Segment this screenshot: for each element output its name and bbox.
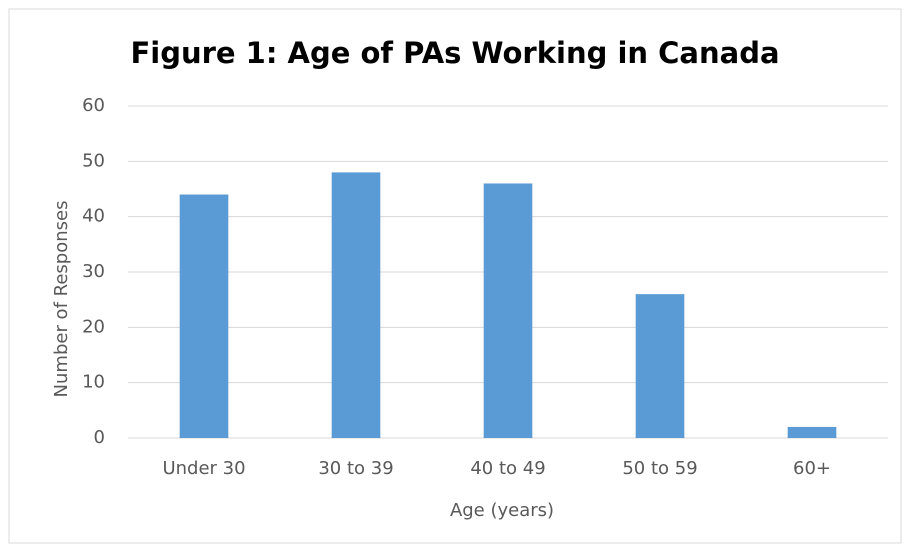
bar [635,294,685,438]
y-tick-label: 50 [82,150,105,171]
chart-title: Figure 1: Age of PAs Working in Canada [130,36,779,70]
x-tick-label: 40 to 49 [470,458,545,479]
x-axis-label: Age (years) [450,500,554,521]
x-tick-label: 60+ [793,458,831,479]
bar [483,183,533,438]
y-axis-label: Number of Responses [51,201,72,398]
bar [179,194,229,438]
bar [787,426,837,438]
y-tick-label: 40 [82,206,105,227]
bar [331,172,381,438]
y-tick-label: 20 [82,316,105,337]
y-tick-label: 0 [94,427,105,448]
y-tick-label: 10 [82,372,105,393]
x-tick-label: Under 30 [162,458,245,479]
x-tick-label: 50 to 59 [622,458,697,479]
x-tick-label: 30 to 39 [318,458,393,479]
y-tick-label: 30 [82,261,105,282]
chart-border [8,8,902,544]
y-tick-label: 60 [82,95,105,116]
